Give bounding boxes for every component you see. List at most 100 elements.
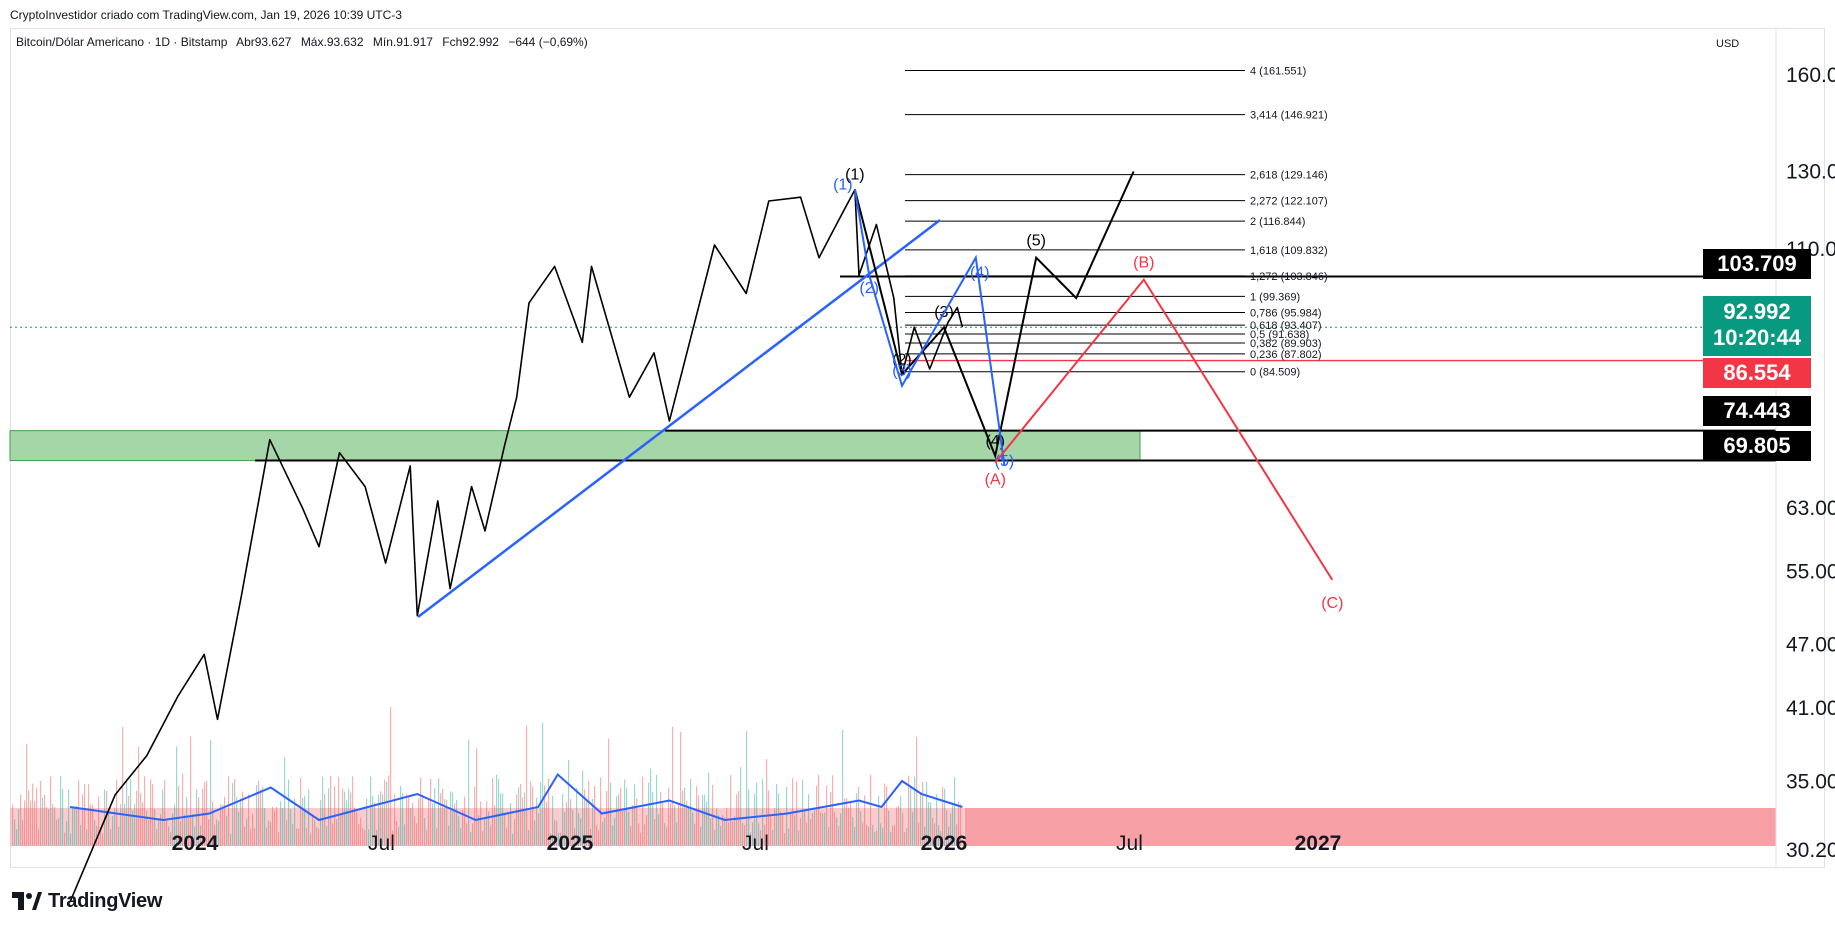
volume-bar <box>170 832 172 846</box>
volume-bar <box>140 793 142 846</box>
volume-bar <box>710 818 712 846</box>
support-zone <box>9 430 1141 462</box>
volume-bar <box>370 776 372 846</box>
volume-bar <box>290 809 292 846</box>
volume-bar <box>670 803 672 846</box>
volume-bar <box>158 818 160 846</box>
volume-bar <box>800 818 802 846</box>
fib-level-label: 0 (84.509) <box>1250 367 1300 379</box>
volume-bar <box>572 809 574 846</box>
volume-bar <box>404 824 406 846</box>
volume-bar <box>96 825 98 846</box>
volume-bar <box>130 779 132 846</box>
volume-bar <box>728 822 730 846</box>
volume-bar <box>678 804 680 846</box>
volume-bar <box>22 819 24 846</box>
volume-bar <box>890 832 892 846</box>
wave-red-label: (B) <box>1133 255 1154 272</box>
currency-label[interactable]: USD <box>1716 38 1740 50</box>
volume-bar <box>332 823 334 846</box>
volume-bar <box>706 801 708 846</box>
volume-bar <box>98 796 100 846</box>
volume-bar <box>956 824 958 846</box>
volume-bar <box>440 793 442 846</box>
volume-bar <box>324 794 326 846</box>
y-tick-label: 41.000 <box>1786 697 1835 720</box>
tradingview-logo-icon <box>12 892 42 910</box>
volume-bar <box>838 826 840 846</box>
volume-bar <box>534 820 536 846</box>
tradingview-logo[interactable]: TradingView <box>12 888 162 914</box>
volume-bar <box>350 792 352 846</box>
volume-bar <box>940 831 942 846</box>
volume-bar <box>892 825 894 846</box>
fib-level-label: 1,272 (103.846) <box>1250 271 1328 283</box>
volume-bar <box>240 798 242 846</box>
volume-bar <box>610 782 612 846</box>
volume-bar <box>558 833 560 846</box>
trendline-blue-1 <box>417 219 941 618</box>
volume-bar <box>854 826 856 846</box>
volume-bar <box>564 811 566 846</box>
volume-bar <box>198 797 200 846</box>
volume-bar <box>474 786 476 846</box>
wave-blue-label: (1) <box>833 177 853 194</box>
volume-bar <box>606 790 608 846</box>
volume-bar <box>700 826 702 846</box>
volume-bar <box>560 832 562 846</box>
volume-bar <box>622 810 624 846</box>
volume-bar <box>312 815 314 846</box>
volume-bar <box>176 746 178 846</box>
volume-bar <box>358 824 360 846</box>
volume-bar <box>160 814 162 846</box>
volume-bar <box>426 829 428 846</box>
volume-bar <box>434 788 436 846</box>
volume-bar <box>460 828 462 846</box>
volume-bar <box>908 775 910 846</box>
fib-level-label: 2 (116.844) <box>1250 216 1305 228</box>
volume-bar <box>656 774 658 846</box>
volume-bar <box>910 786 912 846</box>
volume-bar <box>392 830 394 846</box>
volume-bar <box>722 814 724 846</box>
volume-bar <box>536 797 538 846</box>
volume-bar <box>844 798 846 846</box>
volume-bar <box>616 796 618 846</box>
volume-bar <box>320 800 322 846</box>
volume-bar <box>260 789 262 846</box>
volume-bar <box>898 805 900 846</box>
volume-bar <box>508 812 510 846</box>
volume-bar <box>326 826 328 846</box>
volume-bar <box>448 825 450 846</box>
volume-bar <box>960 804 962 846</box>
volume-bar <box>790 814 792 846</box>
volume-bar <box>300 777 302 846</box>
volume-bar <box>754 794 756 846</box>
volume-bar <box>428 799 430 846</box>
fib-level-label: 0,236 (87.802) <box>1250 349 1322 361</box>
volume-bar <box>200 825 202 846</box>
volume-bar <box>556 820 558 846</box>
volume-bar <box>576 787 578 846</box>
wave-red-label: (A) <box>985 472 1006 489</box>
candle-countdown: 10:20:44 <box>1712 325 1802 350</box>
volume-bar <box>836 817 838 846</box>
volume-bar <box>502 793 504 846</box>
volume-bar <box>958 801 960 846</box>
x-tick-label: 2026 <box>921 832 968 855</box>
volume-bar <box>478 814 480 846</box>
fib-level-label: 1 (99.369) <box>1250 291 1300 303</box>
volume-bar <box>770 815 772 846</box>
volume-bar <box>856 793 858 846</box>
price-series-line <box>69 188 964 903</box>
volume-bar <box>186 796 188 846</box>
volume-bar <box>582 770 584 846</box>
volume-bar <box>126 779 128 846</box>
volume-bar <box>248 794 250 846</box>
volume-bar <box>314 820 316 846</box>
volume-bar <box>24 800 26 846</box>
price-tag-level2: 86.554 <box>1703 358 1811 388</box>
volume-bar <box>870 774 872 846</box>
y-tick-label: 35.000 <box>1786 770 1835 793</box>
